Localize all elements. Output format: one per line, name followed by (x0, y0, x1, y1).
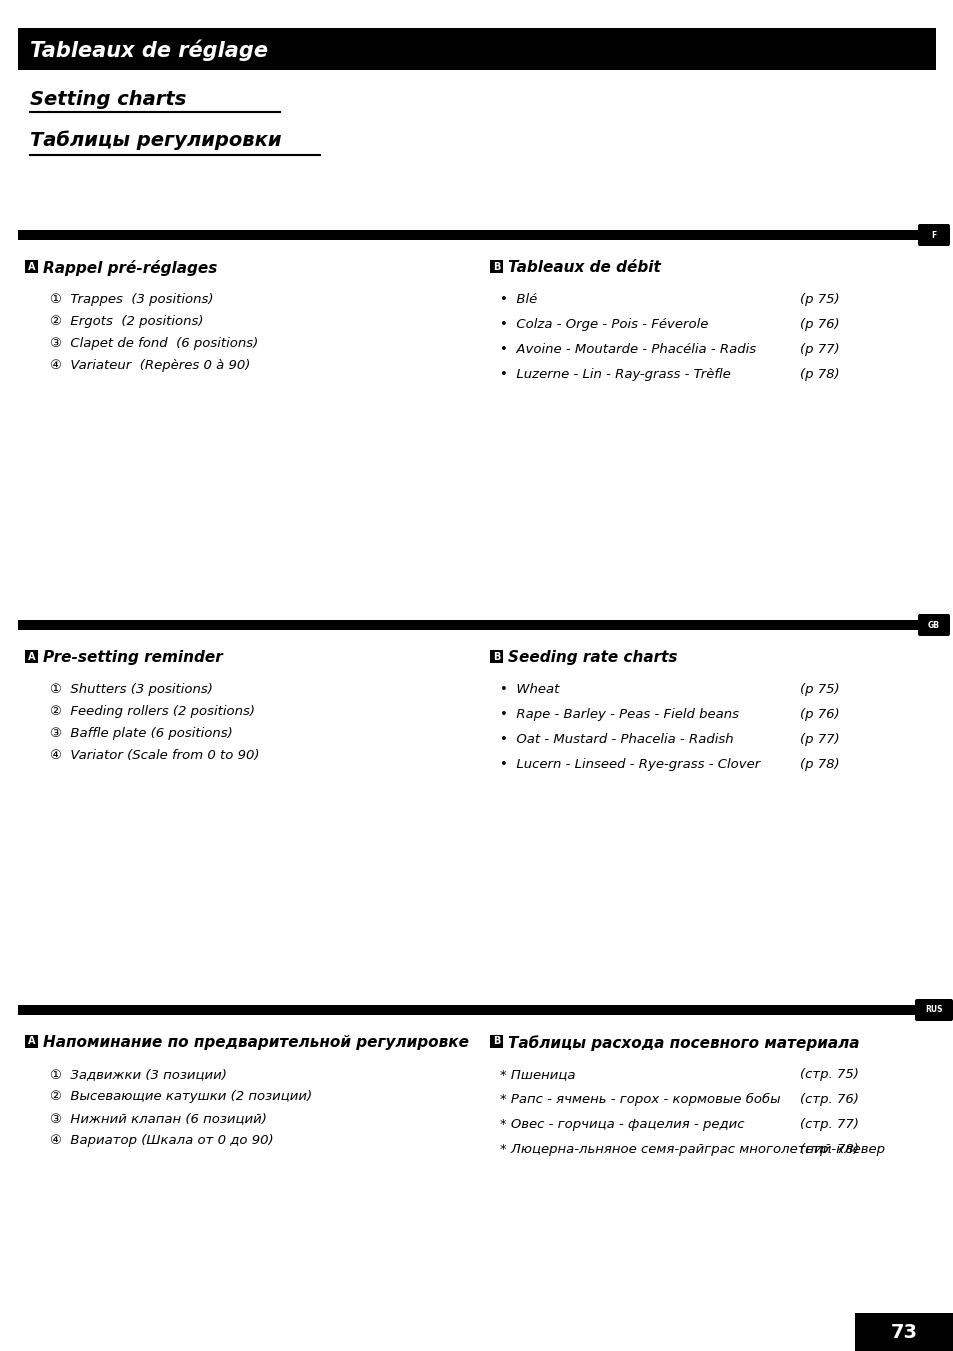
Bar (25, 650, 38, 663)
Text: (стр. 78): (стр. 78) (800, 1143, 858, 1156)
Text: ①  Задвижки (3 позиции): ① Задвижки (3 позиции) (50, 1069, 227, 1081)
Text: (стр. 77): (стр. 77) (800, 1119, 858, 1131)
Text: •  Oat - Mustard - Phacelia - Radish: • Oat - Mustard - Phacelia - Radish (499, 734, 733, 746)
Text: (p 77): (p 77) (800, 734, 839, 746)
Text: A: A (28, 262, 35, 272)
Bar (25, 259, 38, 273)
Bar (854, 1313, 953, 1351)
Text: B: B (493, 651, 499, 662)
Bar (490, 650, 502, 663)
Text: Таблицы регулировки: Таблицы регулировки (30, 130, 281, 150)
Text: ②  Высевающие катушки (2 позиции): ② Высевающие катушки (2 позиции) (50, 1090, 312, 1102)
Text: ①  Trappes  (3 positions): ① Trappes (3 positions) (50, 293, 213, 305)
Text: Rappel pré-réglages: Rappel pré-réglages (43, 259, 217, 276)
Text: F: F (930, 231, 936, 239)
Text: A: A (28, 1036, 35, 1047)
Text: B: B (493, 1036, 499, 1047)
Text: (p 76): (p 76) (800, 317, 839, 331)
Text: •  Wheat: • Wheat (499, 684, 558, 696)
FancyBboxPatch shape (914, 998, 952, 1021)
Bar (18, 230, 917, 240)
Bar (18, 28, 935, 70)
Text: •  Blé: • Blé (499, 293, 537, 305)
Text: Tableaux de débit: Tableaux de débit (507, 259, 660, 276)
Text: ③  Clapet de fond  (6 positions): ③ Clapet de fond (6 positions) (50, 336, 258, 350)
Text: B: B (493, 262, 499, 272)
Text: A: A (28, 651, 35, 662)
Text: ④  Вариатор (Шкала от 0 до 90): ④ Вариатор (Шкала от 0 до 90) (50, 1133, 274, 1147)
Text: 73: 73 (890, 1323, 917, 1342)
Bar (490, 259, 502, 273)
Bar (18, 1005, 917, 1015)
Text: ④  Variateur  (Repères 0 à 90): ④ Variateur (Repères 0 à 90) (50, 359, 250, 372)
Bar (18, 620, 917, 630)
Text: (p 78): (p 78) (800, 367, 839, 381)
Text: Напоминание по предварительной регулировке: Напоминание по предварительной регулиров… (43, 1035, 469, 1050)
Text: * Пшеница: * Пшеница (499, 1069, 575, 1081)
Text: * Овес - горчица - фацелия - редис: * Овес - горчица - фацелия - редис (499, 1119, 743, 1131)
Text: •  Rape - Barley - Peas - Field beans: • Rape - Barley - Peas - Field beans (499, 708, 739, 721)
Bar (25, 1035, 38, 1048)
Text: •  Colza - Orge - Pois - Féverole: • Colza - Orge - Pois - Féverole (499, 317, 708, 331)
Text: 5: 5 (910, 1148, 940, 1192)
Bar (490, 1035, 502, 1048)
Text: * Люцерна-льняное семя-райграс многолетний-клевер: * Люцерна-льняное семя-райграс многолетн… (499, 1143, 884, 1156)
Text: RUS: RUS (924, 1005, 942, 1015)
FancyBboxPatch shape (917, 613, 949, 636)
Text: (стр. 76): (стр. 76) (800, 1093, 858, 1106)
Text: •  Lucern - Linseed - Rye-grass - Clover: • Lucern - Linseed - Rye-grass - Clover (499, 758, 760, 771)
Text: GB: GB (927, 620, 939, 630)
Text: ③  Нижний клапан (6 позиций): ③ Нижний клапан (6 позиций) (50, 1112, 267, 1125)
Text: Tableaux de réglage: Tableaux de réglage (30, 39, 268, 61)
Text: •  Luzerne - Lin - Ray-grass - Trèfle: • Luzerne - Lin - Ray-grass - Trèfle (499, 367, 730, 381)
Text: Pre-setting reminder: Pre-setting reminder (43, 650, 222, 665)
Text: (p 76): (p 76) (800, 708, 839, 721)
Text: Seeding rate charts: Seeding rate charts (507, 650, 677, 665)
Text: (стр. 75): (стр. 75) (800, 1069, 858, 1081)
Text: Таблицы расхода посевного материала: Таблицы расхода посевного материала (507, 1035, 859, 1051)
FancyBboxPatch shape (917, 224, 949, 246)
Text: * Рапс - ячмень - горох - кормовые бобы: * Рапс - ячмень - горох - кормовые бобы (499, 1093, 780, 1106)
Text: (p 78): (p 78) (800, 758, 839, 771)
Text: ①  Shutters (3 positions): ① Shutters (3 positions) (50, 684, 213, 696)
Text: Setting charts: Setting charts (30, 91, 186, 109)
Text: ④  Variator (Scale from 0 to 90): ④ Variator (Scale from 0 to 90) (50, 748, 259, 762)
Text: ②  Ergots  (2 positions): ② Ergots (2 positions) (50, 315, 203, 328)
Text: (p 77): (p 77) (800, 343, 839, 357)
Text: •  Avoine - Moutarde - Phacélia - Radis: • Avoine - Moutarde - Phacélia - Radis (499, 343, 756, 357)
Text: (p 75): (p 75) (800, 684, 839, 696)
Text: ③  Baffle plate (6 positions): ③ Baffle plate (6 positions) (50, 727, 233, 740)
Text: (p 75): (p 75) (800, 293, 839, 305)
Text: ②  Feeding rollers (2 positions): ② Feeding rollers (2 positions) (50, 705, 254, 717)
